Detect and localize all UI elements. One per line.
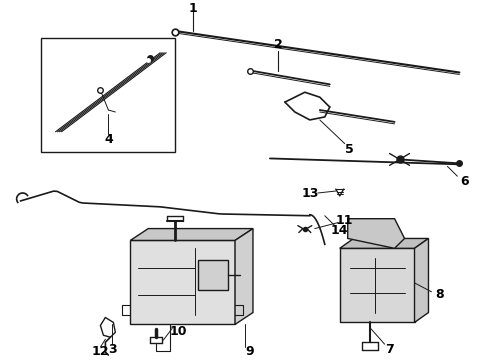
Text: 6: 6 (460, 175, 469, 188)
Bar (340, 248, 415, 323)
Text: 10: 10 (170, 325, 187, 338)
Text: 2: 2 (273, 38, 282, 51)
Text: 4: 4 (104, 133, 113, 146)
Text: 1: 1 (189, 2, 197, 15)
Text: 11: 11 (336, 214, 353, 227)
Text: 13: 13 (301, 186, 319, 199)
Polygon shape (130, 229, 253, 240)
Polygon shape (340, 238, 428, 248)
Text: 9: 9 (245, 345, 254, 357)
Text: 3: 3 (108, 343, 117, 356)
Bar (198, 260, 228, 290)
Text: 5: 5 (345, 143, 354, 156)
Polygon shape (348, 219, 405, 248)
Polygon shape (235, 229, 253, 324)
Bar (130, 240, 235, 324)
Text: 7: 7 (385, 343, 394, 356)
Polygon shape (415, 238, 428, 323)
Bar (41, 38, 175, 152)
Text: 8: 8 (435, 288, 444, 301)
Text: 14: 14 (331, 224, 348, 237)
Text: 12: 12 (92, 345, 109, 357)
